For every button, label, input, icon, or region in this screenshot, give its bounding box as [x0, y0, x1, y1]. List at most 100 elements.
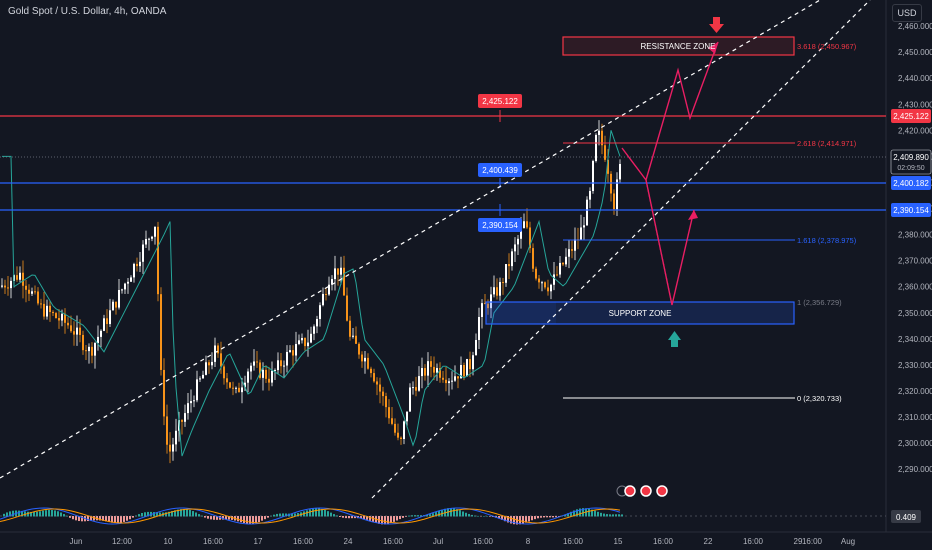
candle-body — [376, 381, 378, 385]
indicator-bar — [312, 508, 314, 517]
level-badge-support-lower-text: 2,390.154 — [482, 221, 518, 230]
candle-body — [451, 380, 453, 382]
indicator-bar — [252, 516, 254, 524]
time-tick-label: 8 — [526, 537, 531, 546]
indicator-bar — [621, 514, 623, 517]
resistance-zone-box[interactable] — [562, 36, 795, 56]
candle-body — [61, 313, 63, 321]
support-zone-label: SUPPORT ZONE — [609, 309, 672, 318]
indicator-bar — [483, 515, 485, 517]
indicator-bar — [519, 516, 521, 525]
currency-button[interactable]: USD — [892, 4, 922, 22]
price-tick-label: 2,350.000 — [898, 309, 932, 318]
candle-body — [40, 303, 42, 305]
candle-body — [337, 268, 339, 275]
indicator-bar — [324, 509, 326, 517]
candle-body — [22, 272, 24, 286]
indicator-bar — [246, 516, 248, 524]
fib-label-3618: 3.618 (2,450.967) — [797, 42, 857, 51]
indicator-bar — [603, 513, 605, 517]
fib-label-1618: 1.618 (2,378.975) — [797, 236, 857, 245]
indicator-bar — [546, 516, 548, 518]
candle-body — [613, 193, 615, 210]
candle-body — [547, 287, 549, 292]
candle-body — [505, 264, 507, 283]
indicator-value-text: 0.409 — [896, 513, 917, 522]
candle-body — [157, 226, 159, 295]
candle-body — [571, 249, 573, 251]
time-tick-label: 17 — [254, 537, 263, 546]
candle-body — [526, 221, 528, 228]
projection-path-up[interactable] — [621, 41, 719, 182]
candle-body — [16, 275, 18, 280]
candle-body — [286, 351, 288, 366]
indicator-bar — [399, 516, 401, 520]
level-badge-resistance[interactable]: 2,425.122 — [478, 94, 522, 108]
candle-body — [553, 274, 555, 285]
candle-body — [610, 173, 612, 194]
candle-body — [604, 145, 606, 160]
flag-icon[interactable] — [656, 485, 668, 497]
indicator-pane[interactable] — [0, 507, 886, 525]
candle-body — [127, 281, 129, 284]
flag-icon[interactable] — [640, 485, 652, 497]
indicator-bar — [363, 516, 365, 519]
indicator-bar — [534, 516, 536, 520]
time-tick-label: 29 — [794, 537, 803, 546]
price-badge-resistance-text: 2,425.122 — [893, 112, 929, 121]
indicator-bar — [321, 508, 323, 517]
event-icons[interactable] — [616, 485, 668, 497]
time-tick-label: 16:00 — [293, 537, 314, 546]
candle-body — [253, 361, 255, 366]
indicator-bar — [12, 510, 14, 517]
time-tick-label: Jul — [433, 537, 443, 546]
candle-body — [175, 430, 177, 445]
lower-trendline[interactable] — [371, 0, 871, 499]
candle-body — [289, 350, 291, 352]
candle-body — [601, 130, 603, 146]
candle-body — [568, 249, 570, 257]
indicator-bar — [225, 516, 227, 520]
candle-body — [232, 387, 234, 389]
candle-body — [319, 305, 321, 320]
level-badge-support-lower[interactable]: 2,390.154 — [478, 218, 522, 232]
candle-body — [91, 346, 93, 356]
indicator-bar — [147, 511, 149, 517]
upper-trendline[interactable] — [0, 0, 821, 479]
level-badge-support-upper[interactable]: 2,400.439 — [478, 163, 522, 177]
candle-body — [112, 301, 114, 311]
projection-path-alt[interactable] — [645, 179, 695, 306]
flag-icon[interactable] — [624, 485, 636, 497]
price-tick-label: 2,360.000 — [898, 283, 932, 292]
candle-body — [250, 365, 252, 372]
indicator-bar — [405, 516, 407, 517]
candle-body — [31, 291, 33, 294]
price-tick-label: 2,310.000 — [898, 413, 932, 422]
candle-body — [514, 244, 516, 252]
candle-body — [46, 305, 48, 317]
candle-body — [355, 335, 357, 344]
indicator-bar — [309, 509, 311, 517]
candle-body — [607, 159, 609, 174]
candle-body — [7, 287, 9, 289]
indicator-bar — [105, 516, 107, 522]
indicator-bar — [3, 513, 5, 517]
candle-body — [592, 161, 594, 192]
candle-body — [52, 312, 54, 314]
indicator-bar — [108, 516, 110, 523]
candle-body — [154, 226, 156, 237]
candle-body — [385, 396, 387, 408]
indicator-bar — [549, 516, 551, 518]
indicator-bar — [525, 516, 527, 523]
indicator-bar — [30, 511, 32, 517]
candle-body — [496, 287, 498, 296]
indicator-bar — [612, 514, 614, 517]
candle-body — [583, 225, 585, 228]
candle-body — [316, 319, 318, 327]
indicator-bar — [315, 508, 317, 517]
support-zone-box[interactable] — [485, 301, 795, 325]
candle-body — [205, 362, 207, 375]
candle-body — [439, 368, 441, 378]
